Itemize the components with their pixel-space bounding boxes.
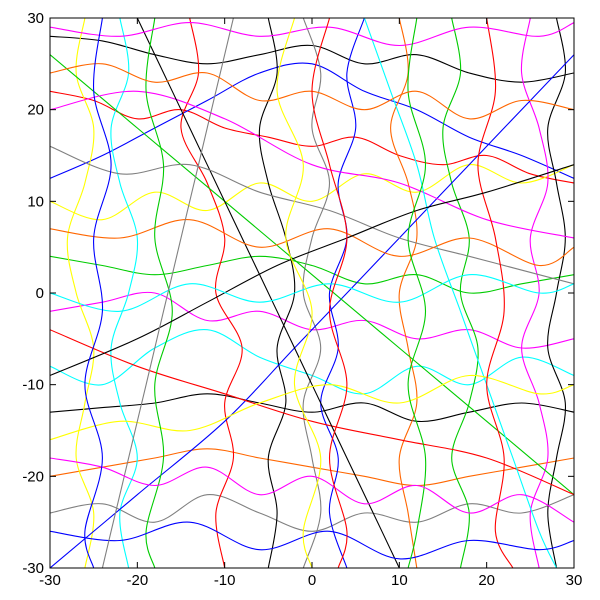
- series-line-21: [50, 54, 574, 496]
- series-line-35: [101, 18, 234, 568]
- series-line-33: [50, 164, 574, 377]
- x-tick-label-2: -10: [214, 572, 236, 589]
- series-line-30: [477, 18, 514, 568]
- series-line-10: [180, 18, 243, 568]
- series-line-27: [50, 374, 574, 441]
- y-tick-label-6: 30: [27, 10, 44, 27]
- series-line-34: [50, 274, 574, 312]
- series-line-39: [50, 457, 574, 523]
- x-axis-labels: -30 -20 -10 0 10 20 30: [39, 572, 582, 589]
- series-line-17: [110, 18, 139, 568]
- y-tick-label-3: 0: [36, 285, 44, 302]
- series-line-1: [50, 90, 574, 184]
- series-line-8: [50, 164, 574, 221]
- series-line-32: [50, 22, 574, 47]
- series-line-36: [407, 18, 427, 568]
- series-line-31: [50, 521, 574, 560]
- y-tick-label-1: -20: [22, 468, 44, 485]
- series-line-2: [50, 62, 574, 179]
- series-line-22: [50, 329, 574, 496]
- series-line-3: [50, 255, 574, 294]
- series-line-26: [50, 145, 574, 285]
- series-line-12: [320, 18, 365, 568]
- series-line-40: [84, 18, 112, 568]
- y-axis-labels: -30 -20 -10 0 10 20 30: [22, 10, 44, 577]
- series-line-23: [50, 90, 574, 239]
- x-tick-label-4: 10: [391, 572, 408, 589]
- y-tick-label-0: -30: [22, 560, 44, 577]
- series-line-18: [66, 18, 95, 568]
- series-line-5: [50, 393, 574, 423]
- series-line-6: [50, 448, 574, 487]
- series-line-16: [302, 18, 331, 568]
- x-tick-label-6: 30: [566, 572, 583, 589]
- series-line-28: [50, 219, 574, 267]
- plot-frame: [49, 17, 575, 569]
- y-tick-label-5: 20: [27, 102, 44, 119]
- y-tick-label-4: 10: [27, 193, 44, 210]
- series-line-24: [136, 18, 400, 568]
- series-line-19: [390, 18, 418, 568]
- series-layer: [50, 18, 574, 568]
- series-line-38: [276, 18, 322, 568]
- series-line-41: [311, 18, 348, 568]
- x-tick-label-0: -30: [39, 572, 61, 589]
- series-line-13: [442, 18, 479, 568]
- series-line-15: [547, 18, 566, 568]
- y-tick-label-2: -10: [22, 377, 44, 394]
- series-line-0: [50, 35, 574, 83]
- x-tick-label-3: 0: [308, 572, 316, 589]
- series-line-9: [50, 494, 574, 532]
- x-tick-label-5: 20: [478, 572, 495, 589]
- series-line-29: [145, 18, 173, 568]
- x-tick-label-1: -20: [126, 572, 148, 589]
- series-line-25: [363, 18, 558, 568]
